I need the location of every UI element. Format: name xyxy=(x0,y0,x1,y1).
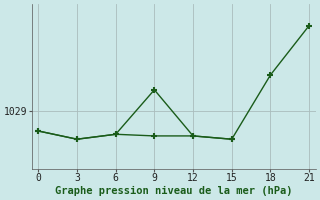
X-axis label: Graphe pression niveau de la mer (hPa): Graphe pression niveau de la mer (hPa) xyxy=(55,186,292,196)
